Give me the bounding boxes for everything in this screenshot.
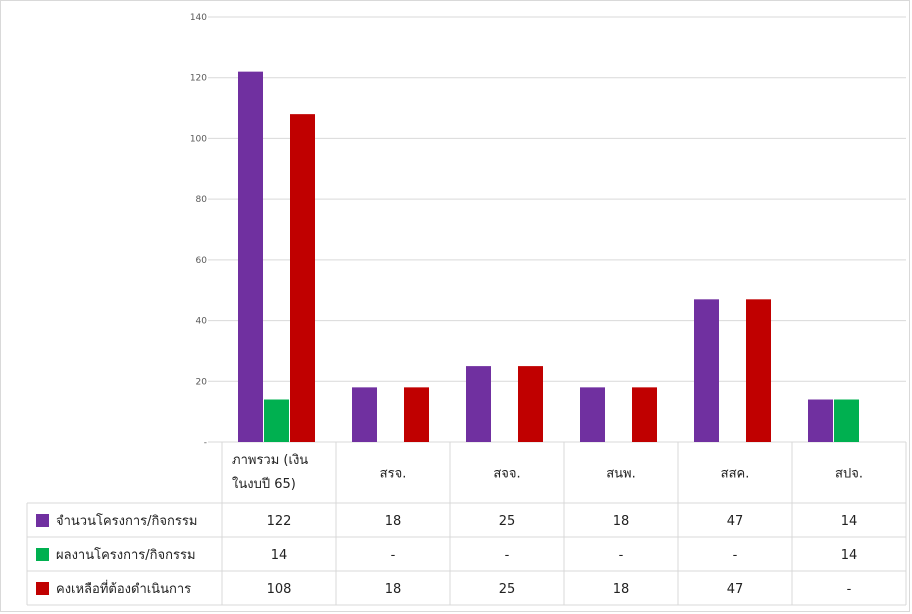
data-table-value: - bbox=[391, 548, 396, 563]
bar bbox=[808, 399, 833, 442]
bar bbox=[632, 387, 657, 442]
bar bbox=[238, 71, 263, 443]
y-tick-label: - bbox=[204, 438, 207, 448]
bar bbox=[580, 387, 605, 442]
legend-key bbox=[36, 514, 49, 527]
y-tick-label: 100 bbox=[190, 134, 207, 144]
data-table-value: 108 bbox=[267, 582, 292, 597]
legend-key bbox=[36, 548, 49, 561]
y-tick-label: 140 bbox=[190, 13, 207, 23]
data-table-value: 122 bbox=[267, 514, 292, 529]
y-tick-label: 120 bbox=[190, 74, 207, 84]
data-table-value: 18 bbox=[385, 514, 402, 529]
category-label: สปจ. bbox=[835, 467, 863, 482]
category-label: สนพ. bbox=[606, 467, 636, 482]
data-table-value: - bbox=[847, 582, 852, 597]
bar bbox=[264, 399, 289, 442]
data-table-value: 14 bbox=[271, 548, 288, 563]
data-table-value: 14 bbox=[841, 548, 858, 563]
category-label: สสค. bbox=[721, 467, 750, 482]
data-table-value: 18 bbox=[613, 514, 630, 529]
legend-label: ผลงานโครงการ/กิจกรรม bbox=[56, 547, 196, 563]
data-table-value: - bbox=[619, 548, 624, 563]
bar bbox=[746, 299, 771, 442]
y-tick-label: 20 bbox=[196, 377, 208, 387]
category-label: สรจ. bbox=[380, 467, 407, 482]
data-table-value: 47 bbox=[727, 514, 744, 529]
data-table-value: 18 bbox=[613, 582, 630, 597]
data-table-value: 25 bbox=[499, 514, 516, 529]
bar bbox=[834, 399, 859, 442]
y-tick-label: 60 bbox=[196, 256, 208, 266]
data-table-value: 47 bbox=[727, 582, 744, 597]
legend-label: จำนวนโครงการ/กิจกรรม bbox=[56, 513, 197, 529]
legend-label: คงเหลือที่ต้องดำเนินการ bbox=[56, 580, 191, 597]
bar bbox=[466, 366, 491, 442]
bar bbox=[518, 366, 543, 442]
legend-key bbox=[36, 582, 49, 595]
data-table-value: 18 bbox=[385, 582, 402, 597]
data-table-value: - bbox=[505, 548, 510, 563]
category-label: ภาพรวม (เงินในงบปี 65) bbox=[232, 453, 308, 492]
bar bbox=[404, 387, 429, 442]
data-table-value: 14 bbox=[841, 514, 858, 529]
bar bbox=[290, 114, 315, 443]
bar bbox=[694, 299, 719, 442]
bar bbox=[352, 387, 377, 442]
category-label: สจจ. bbox=[493, 467, 520, 482]
y-tick-label: 80 bbox=[196, 195, 208, 205]
data-table-value: - bbox=[733, 548, 738, 563]
y-tick-label: 40 bbox=[196, 317, 208, 327]
data-table-value: 25 bbox=[499, 582, 516, 597]
